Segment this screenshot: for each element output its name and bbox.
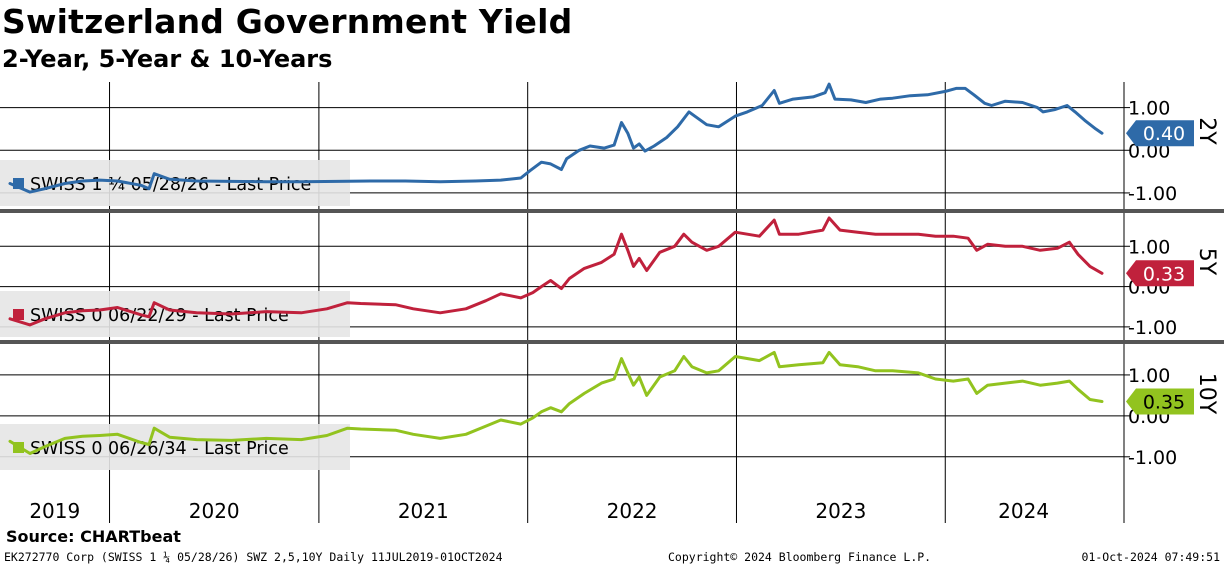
series-line-2Y: [8, 82, 1104, 194]
y-tick-label: -1.00: [1128, 447, 1177, 469]
x-tick-label: 2022: [607, 499, 658, 523]
series-line-10Y: [8, 350, 1104, 455]
last-value-bg: [1126, 388, 1194, 415]
x-tick-label: 2019: [29, 499, 80, 523]
source-label: Source: CHARTbeat: [6, 527, 181, 546]
footer-security-info: EK272770 Corp (SWISS 1 ¼ 05/28/26) SWZ 2…: [4, 550, 503, 564]
chart-title: Switzerland Government Yield: [2, 2, 573, 41]
x-tick-label: 2020: [189, 499, 240, 523]
last-value-tag: 0.33: [1126, 260, 1194, 287]
x-tick-label: 2024: [998, 499, 1049, 523]
y-tick-label: -1.00: [1128, 317, 1177, 339]
last-value-bg: [1126, 120, 1194, 147]
x-tick-label: 2021: [398, 499, 449, 523]
panel-label: 2Y: [1194, 117, 1219, 145]
y-tick-label: 1.00: [1128, 236, 1170, 258]
legend-box: [0, 424, 350, 470]
last-value-text: 0.33: [1143, 263, 1185, 285]
x-tick-label: 2023: [815, 499, 866, 523]
last-value-text: 0.35: [1143, 392, 1185, 414]
panel-separator: [0, 340, 1224, 344]
footer-copyright: Copyright© 2024 Bloomberg Finance L.P.: [668, 550, 932, 564]
legend-label: SWISS 0 06/26/34 - Last Price: [30, 439, 289, 459]
legend: SWISS 1 ¼ 05/28/26 - Last Price: [0, 160, 350, 206]
legend-swatch: [13, 178, 24, 189]
panel-separator: [0, 209, 1224, 213]
y-tick-label: 1.00: [1128, 98, 1170, 120]
last-value-tag: 0.35: [1126, 388, 1194, 415]
chart-subtitle: 2-Year, 5-Year & 10-Years: [2, 45, 333, 73]
series-line-5Y: [8, 216, 1104, 327]
legend: SWISS 0 06/26/34 - Last Price: [0, 424, 350, 470]
last-value-text: 0.40: [1143, 123, 1185, 145]
y-tick-label: 1.00: [1128, 365, 1170, 387]
legend-swatch: [13, 309, 24, 320]
legend-label: SWISS 0 06/22/29 - Last Price: [30, 306, 289, 326]
panel-label: 10Y: [1194, 373, 1219, 415]
last-value-tag: 0.40: [1126, 120, 1194, 147]
footer-timestamp: 01-Oct-2024 07:49:51: [1081, 550, 1220, 564]
last-value-bg: [1126, 260, 1194, 287]
panel-label: 5Y: [1194, 248, 1219, 276]
y-tick-label: -1.00: [1128, 183, 1177, 205]
